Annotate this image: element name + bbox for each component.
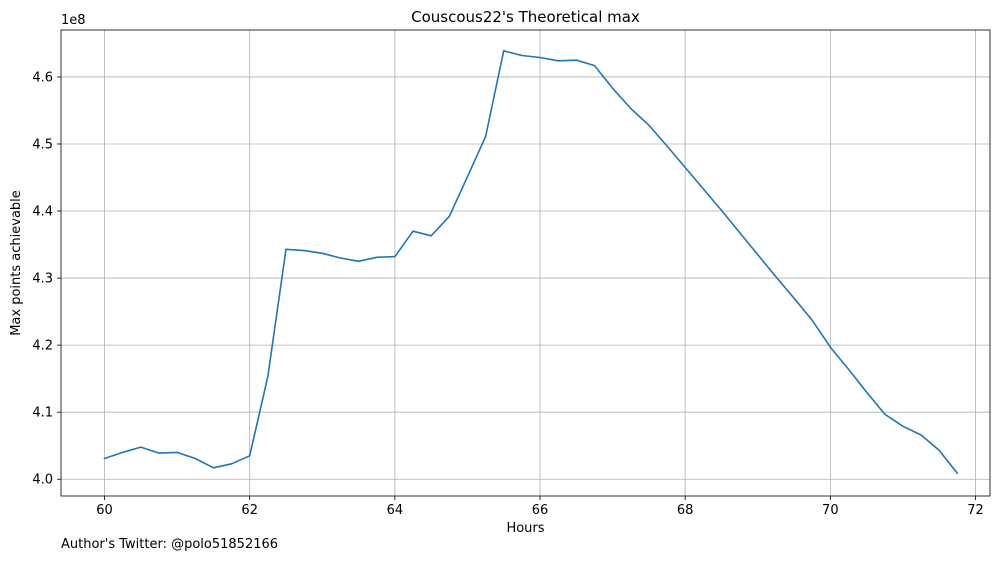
y-tick-label: 4.4	[32, 205, 53, 220]
y-tick-label: 4.6	[32, 70, 53, 85]
y-axis-offset-label: 1e8	[61, 13, 86, 28]
y-tick-label: 4.1	[32, 406, 53, 421]
grid	[61, 30, 990, 496]
x-tick-label: 68	[677, 503, 694, 518]
y-tick-label: 4.5	[32, 137, 53, 152]
x-tick-label: 66	[532, 503, 549, 518]
axis-ticks: 60 62 64 66 68 70 72 4.0 4.1 4.2 4.3 4.4 4.5 4.6	[32, 70, 983, 518]
y-tick-label: 4.0	[32, 473, 53, 488]
y-tick-label: 4.3	[32, 272, 53, 287]
y-axis-label: Max points achievable	[9, 190, 24, 336]
x-tick-label: 64	[387, 503, 404, 518]
x-axis-label: Hours	[506, 521, 544, 536]
series-line	[103, 49, 959, 475]
plot-frame	[60, 29, 991, 497]
x-tick-label: 72	[967, 503, 984, 518]
y-tick-label: 4.2	[32, 339, 53, 354]
x-tick-label: 70	[822, 503, 839, 518]
x-tick-label: 60	[96, 503, 113, 518]
series-layer	[103, 49, 959, 475]
x-tick-label: 62	[241, 503, 258, 518]
author-footnote: Author's Twitter: @polo51852166	[61, 537, 279, 552]
chart-title: Couscous22's Theoretical max	[411, 8, 640, 26]
